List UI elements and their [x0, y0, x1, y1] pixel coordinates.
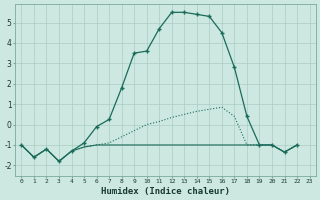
- X-axis label: Humidex (Indice chaleur): Humidex (Indice chaleur): [101, 187, 230, 196]
